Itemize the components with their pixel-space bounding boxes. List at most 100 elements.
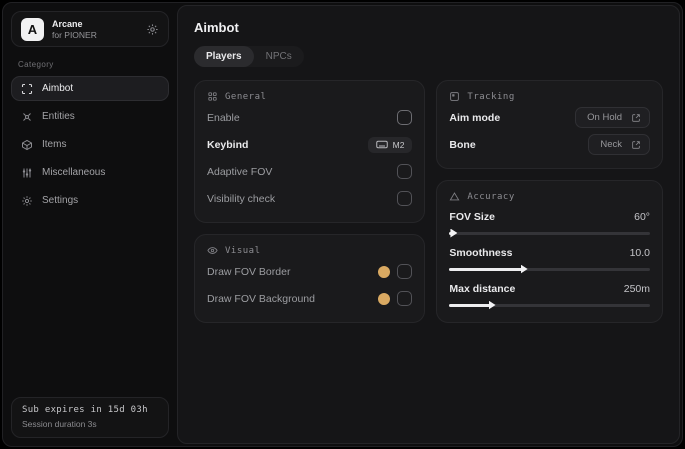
sub-expiry-text: Sub expires in 15d 03h (22, 405, 148, 415)
controls (378, 264, 413, 279)
setting-label: Keybind (207, 138, 249, 151)
gear-icon (21, 195, 33, 207)
fov-background-checkbox[interactable] (397, 291, 413, 306)
bone-value: Neck (600, 139, 622, 150)
slider-track (449, 268, 650, 271)
max-distance-value: 250m (623, 283, 650, 295)
fov-size-value: 60° (634, 211, 650, 223)
smoothness-block: Smoothness 10.0 (449, 247, 650, 274)
keybind-button[interactable]: M2 (367, 136, 413, 153)
slider-handle[interactable] (450, 228, 458, 238)
setting-label: Enable (207, 111, 240, 124)
general-panel: General Enable Keybind (194, 80, 426, 223)
setting-row-adaptive-fov: Adaptive FOV (207, 160, 413, 183)
sidebar-item-entities[interactable]: Entities (11, 104, 169, 129)
setting-row-enable: Enable (207, 106, 413, 129)
visual-panel-header: Visual (207, 245, 412, 256)
category-label: Category (18, 60, 54, 69)
sidebar-item-label: Aimbot (42, 83, 74, 94)
slider-fill (449, 228, 458, 238)
setting-label: Smoothness (449, 247, 513, 259)
tracking-panel-header: Tracking (449, 91, 650, 102)
keybind-value: M2 (392, 139, 405, 150)
sidebar-nav: Aimbot Entities Items (11, 76, 169, 213)
sidebar-item-aimbot[interactable]: Aimbot (11, 76, 169, 101)
page-title: Aimbot (194, 20, 239, 35)
target-tabs: Players NPCs (194, 46, 304, 67)
aim-mode-value: On Hold (587, 112, 622, 123)
slider-labels: Max distance 250m (449, 283, 650, 295)
panel-title: Visual (225, 245, 261, 256)
fov-size-slider[interactable] (449, 228, 650, 238)
setting-label: Aim mode (449, 111, 501, 124)
sidebar-item-label: Miscellaneous (42, 167, 106, 178)
right-column: Tracking Aim mode On Hold (436, 80, 663, 323)
bone-dropdown[interactable]: Neck (588, 134, 650, 155)
visibility-check-checkbox[interactable] (397, 191, 413, 206)
sidebar-item-label: Settings (42, 195, 79, 206)
setting-row-visibility-check: Visibility check (207, 187, 413, 210)
slider-fill (449, 264, 528, 274)
visual-panel: Visual Draw FOV Border Draw FOV Backgrou… (194, 234, 426, 323)
scan-icon (21, 83, 33, 95)
fov-size-block: FOV Size 60° (449, 211, 650, 238)
setting-row-fov-background: Draw FOV Background (207, 287, 413, 310)
sidebar-item-settings[interactable]: Settings (11, 188, 169, 213)
box-icon (21, 139, 33, 151)
setting-label: Draw FOV Border (207, 265, 291, 278)
keyboard-icon (375, 140, 388, 149)
setting-label: Draw FOV Background (207, 292, 315, 305)
general-panel-header: General (207, 91, 412, 102)
max-distance-slider[interactable] (449, 300, 650, 310)
aim-mode-dropdown[interactable]: On Hold (575, 107, 650, 128)
sidebar-item-items[interactable]: Items (11, 132, 169, 157)
tab-npcs[interactable]: NPCs (265, 51, 292, 62)
session-duration-text: Session duration 3s (22, 419, 97, 429)
setting-label: Adaptive FOV (207, 165, 273, 178)
slider-track (449, 232, 650, 235)
setting-row-fov-border: Draw FOV Border (207, 260, 413, 283)
tracking-panel: Tracking Aim mode On Hold (436, 80, 663, 169)
setting-label: Bone (449, 138, 476, 151)
eye-icon (207, 245, 218, 256)
smoothness-slider[interactable] (449, 264, 650, 274)
app-meta: Arcane for PIONER (52, 19, 97, 40)
panel-columns: General Enable Keybind (194, 80, 663, 323)
setting-row-aim-mode: Aim mode On Hold (449, 106, 650, 129)
slider-track (449, 304, 650, 307)
frame-icon (449, 91, 460, 102)
app-subtitle: for PIONER (52, 29, 97, 40)
accuracy-panel-header: Accuracy (449, 191, 650, 202)
panel-title: Tracking (467, 91, 515, 102)
fov-border-checkbox[interactable] (397, 264, 413, 279)
sidebar: A Arcane for PIONER Category Aim (3, 3, 177, 446)
sidebar-item-label: Entities (42, 111, 75, 122)
grid-icon (207, 91, 218, 102)
sidebar-item-miscellaneous[interactable]: Miscellaneous (11, 160, 169, 185)
setting-label: Max distance (449, 283, 516, 295)
triangle-icon (449, 191, 460, 202)
slider-handle[interactable] (488, 300, 496, 310)
enable-checkbox[interactable] (397, 110, 413, 125)
controls (378, 291, 413, 306)
max-distance-block: Max distance 250m (449, 283, 650, 310)
fov-background-color-swatch[interactable] (378, 292, 391, 305)
setting-label: Visibility check (207, 192, 276, 205)
adaptive-fov-checkbox[interactable] (397, 164, 413, 179)
sliders-icon (21, 167, 33, 179)
app-logo: A (21, 17, 44, 41)
sidebar-item-label: Items (42, 139, 67, 150)
gear-icon[interactable] (146, 23, 159, 36)
slider-handle[interactable] (520, 264, 528, 274)
panel-title: Accuracy (467, 191, 515, 202)
app-header-card: A Arcane for PIONER (11, 11, 169, 47)
subscription-card: Sub expires in 15d 03h Session duration … (11, 397, 169, 438)
expand-icon (631, 140, 641, 150)
panel-title: General (225, 91, 267, 102)
main-content: Aimbot Players NPCs (177, 5, 680, 444)
fov-border-color-swatch[interactable] (378, 265, 391, 278)
entities-icon (21, 111, 33, 123)
slider-fill (449, 300, 496, 310)
tab-players[interactable]: Players (194, 46, 254, 67)
